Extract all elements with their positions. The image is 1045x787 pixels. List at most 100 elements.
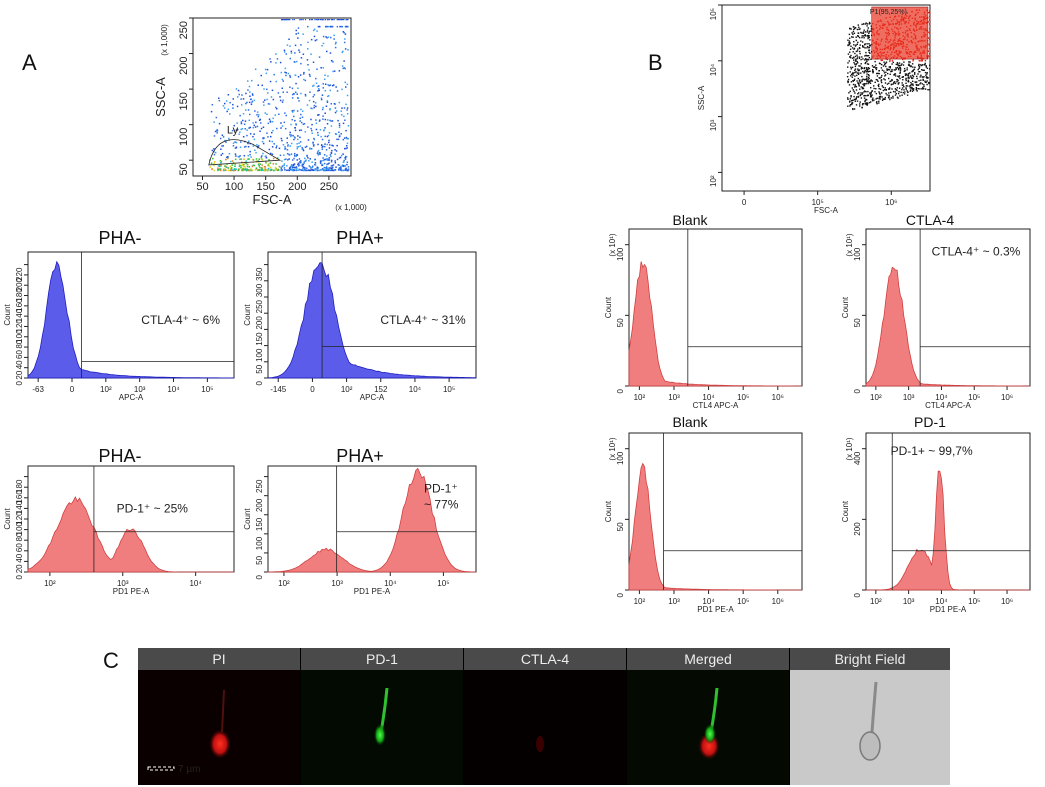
event-dot	[897, 64, 899, 66]
event-dot	[926, 67, 929, 69]
event-dot	[329, 109, 331, 111]
event-dot	[304, 131, 307, 133]
event-dot	[345, 103, 347, 106]
event-dot	[868, 77, 870, 80]
event-dot	[331, 144, 333, 147]
event-dot	[286, 149, 289, 151]
event-dot	[860, 63, 862, 65]
event-dot	[894, 69, 897, 71]
event-dot	[281, 160, 283, 162]
event-dot	[279, 96, 281, 98]
event-dot	[329, 25, 332, 28]
event-dot	[848, 33, 851, 36]
event-dot	[289, 76, 292, 78]
gate-annotation: PD-1⁺ ~ 25%	[117, 502, 189, 516]
event-dot	[885, 71, 887, 73]
event-dot	[261, 155, 263, 157]
event-dot	[297, 76, 300, 78]
event-dot	[320, 67, 322, 69]
event-dot	[298, 158, 301, 160]
event-dot	[289, 145, 291, 147]
event-dot	[851, 103, 853, 106]
y-tick-label: 40	[15, 360, 24, 369]
event-dot	[331, 25, 333, 28]
event-dot	[911, 90, 914, 92]
event-dot	[257, 115, 260, 118]
event-dot	[265, 162, 267, 164]
event-dot	[847, 66, 849, 68]
event-dot	[896, 89, 898, 92]
event-dot	[335, 86, 337, 88]
event-dot	[309, 147, 311, 149]
event-dot	[243, 168, 246, 171]
event-dot	[344, 168, 347, 170]
y-axis-label: Count	[841, 500, 850, 522]
event-dot	[864, 59, 866, 61]
event-dot	[313, 84, 315, 87]
event-dot	[257, 163, 260, 165]
event-dot	[321, 19, 323, 21]
event-dot	[852, 73, 854, 75]
event-dot	[312, 165, 314, 168]
event-dot	[856, 72, 858, 74]
event-dot	[875, 67, 877, 69]
event-dot	[875, 88, 877, 90]
event-dot	[853, 79, 855, 82]
event-dot	[332, 145, 334, 147]
event-dot	[889, 66, 891, 68]
event-dot	[859, 103, 861, 105]
event-dot	[275, 106, 277, 109]
event-dot	[318, 85, 320, 87]
event-dot	[222, 145, 224, 147]
event-dot	[289, 86, 291, 88]
event-dot	[319, 19, 322, 21]
event-dot	[283, 121, 286, 124]
event-dot	[895, 63, 897, 66]
event-dot	[850, 81, 853, 83]
event-dot	[309, 19, 311, 21]
event-dot	[270, 96, 273, 98]
event-dot	[918, 66, 921, 68]
event-dot	[878, 92, 881, 94]
event-dot	[897, 63, 899, 65]
event-dot	[301, 165, 304, 167]
event-dot	[338, 164, 341, 167]
event-dot	[303, 71, 305, 74]
event-dot	[311, 107, 313, 110]
event-dot	[910, 84, 912, 86]
event-dot	[293, 115, 295, 118]
event-dot	[260, 74, 262, 77]
event-dot	[847, 80, 849, 82]
event-dot	[304, 167, 306, 169]
event-dot	[910, 65, 912, 68]
event-dot	[247, 80, 249, 82]
event-dot	[921, 88, 923, 90]
event-dot	[909, 75, 912, 77]
y-tick-label: 350	[255, 267, 264, 281]
event-dot	[303, 168, 306, 171]
event-dot	[251, 101, 253, 104]
event-dot	[283, 51, 286, 53]
channel-header-bright-field: Bright Field	[790, 648, 950, 670]
event-dot	[927, 37, 930, 39]
histogram-series	[267, 467, 477, 573]
event-dot	[849, 51, 851, 53]
event-dot	[296, 93, 298, 95]
event-dot	[854, 55, 857, 58]
event-dot	[864, 78, 866, 81]
event-dot	[850, 75, 852, 77]
event-dot	[304, 157, 306, 160]
event-dot	[855, 71, 857, 73]
event-dot	[253, 124, 255, 127]
event-dot	[907, 64, 910, 66]
event-dot	[299, 74, 302, 76]
event-dot	[269, 152, 272, 155]
event-dot	[880, 80, 882, 82]
y-tick-label: 0	[15, 574, 24, 579]
event-dot	[343, 60, 345, 62]
event-dot	[895, 89, 897, 91]
event-dot	[872, 66, 875, 68]
event-dot	[871, 94, 873, 96]
event-dot	[884, 98, 886, 100]
event-dot	[291, 118, 293, 121]
